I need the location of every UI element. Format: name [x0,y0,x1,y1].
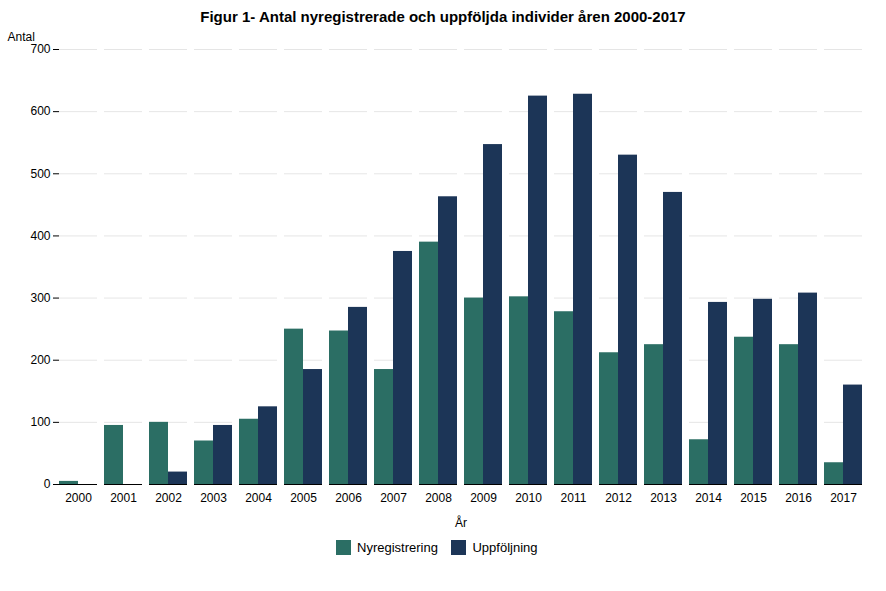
svg-text:År: År [455,515,467,530]
svg-text:2008: 2008 [425,491,452,505]
svg-text:2002: 2002 [155,491,182,505]
svg-text:2010: 2010 [515,491,542,505]
svg-text:400: 400 [30,229,50,243]
svg-text:300: 300 [30,291,50,305]
svg-text:200: 200 [30,353,50,367]
svg-text:2009: 2009 [470,491,497,505]
svg-text:700: 700 [30,42,50,56]
svg-text:2000: 2000 [65,491,92,505]
svg-text:100: 100 [30,415,50,429]
html-text:Figur 1- Antal nyregistrerade: Figur 1- Antal nyregistrerade och uppföl… [200,8,686,25]
html-text:Nyregistrering: Nyregistrering [357,540,438,555]
svg-text:2006: 2006 [335,491,362,505]
svg-text:2001: 2001 [110,491,137,505]
svg-text:2016: 2016 [785,491,812,505]
svg-text:2011: 2011 [561,491,587,505]
svg-text:2005: 2005 [290,491,317,505]
svg-text:2012: 2012 [605,491,632,505]
svg-text:2007: 2007 [380,491,407,505]
svg-text:2014: 2014 [695,491,722,505]
svg-text:500: 500 [30,167,50,181]
svg-text:0: 0 [44,477,51,491]
html-text:Uppföljning: Uppföljning [472,540,538,555]
svg-text:2003: 2003 [200,491,227,505]
svg-text:2017: 2017 [830,491,857,505]
svg-text:Antal: Antal [8,30,35,44]
svg-text:2004: 2004 [245,491,272,505]
svg-text:600: 600 [30,104,50,118]
svg-text:2015: 2015 [740,491,767,505]
svg-text:2013: 2013 [650,491,677,505]
